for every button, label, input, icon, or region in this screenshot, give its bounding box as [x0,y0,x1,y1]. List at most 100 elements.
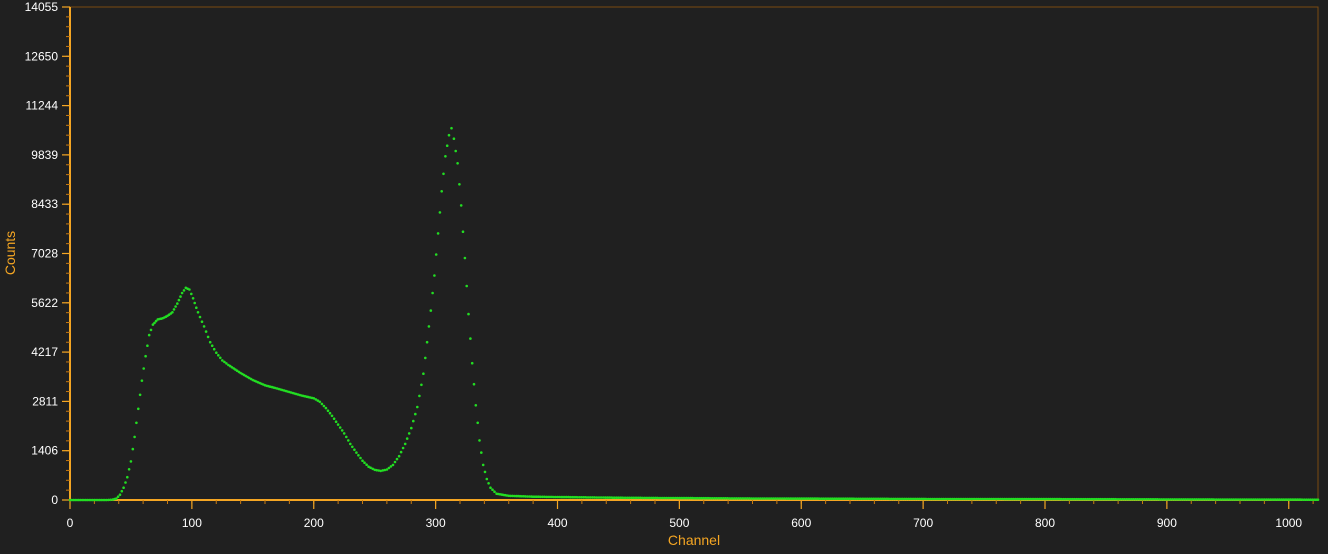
data-point [223,360,226,364]
data-point [997,497,1001,501]
data-point [1065,497,1069,501]
x-tick-label: 700 [913,516,933,530]
data-point [212,347,216,351]
data-point [442,172,445,176]
data-point [842,497,845,501]
data-point [596,496,600,499]
data-point [918,497,921,501]
y-tick-label: 4217 [31,345,58,359]
data-point [582,496,585,499]
data-point [1149,498,1152,501]
data-point [1276,498,1279,501]
data-point [953,497,956,501]
data-point [1198,498,1202,501]
x-axis: 0 100 200 300 400 500 600 700 800 900 1000 [67,499,1318,530]
data-point [180,291,184,295]
data-point [320,402,324,406]
data-point [846,497,849,501]
data-point [942,497,945,501]
data-point [1156,498,1159,501]
data-point [955,497,958,501]
data-point [849,497,853,501]
data-point [591,496,594,499]
data-point [338,426,342,429]
data-point [790,497,794,500]
data-point [391,463,395,467]
data-point [1259,498,1263,501]
data-point [330,414,334,418]
data-point [1073,497,1076,501]
data-point [115,497,118,500]
data-point [221,359,224,362]
data-point [1023,497,1026,501]
data-point [86,498,89,502]
data-point [539,495,542,499]
data-point [944,497,947,501]
data-point [827,497,831,501]
data-point [903,497,906,501]
data-point [969,497,973,501]
data-point [1222,498,1226,501]
data-point [345,435,348,439]
data-point [420,383,423,387]
data-point [429,309,433,312]
data-point [1163,498,1167,501]
data-point [142,367,145,370]
data-point [326,409,330,413]
data-point [986,497,990,501]
data-point [414,412,417,416]
data-point [1202,498,1206,501]
data-point [672,496,676,500]
data-point [387,466,391,470]
data-point [977,497,980,501]
data-point [177,298,181,302]
data-point [796,497,799,500]
data-point [772,497,775,500]
data-point [619,496,622,500]
data-point [1034,497,1038,501]
data-point [1126,498,1130,501]
data-point [589,496,592,499]
data-point [1305,498,1308,502]
data-point [1158,498,1161,501]
data-point [1173,498,1176,501]
data-point [543,495,546,499]
data-point [1281,498,1285,501]
data-point [595,496,598,499]
data-point [401,446,405,450]
data-point [1316,498,1320,502]
data-point [1008,497,1012,501]
plot-area[interactable] [69,6,1319,501]
data-point [219,356,222,360]
data-point [1089,497,1093,501]
data-point [172,308,176,311]
data-point [829,497,833,501]
data-point [960,497,964,501]
data-point [884,497,888,501]
data-point [561,495,565,499]
data-point [1088,497,1091,501]
data-point [624,496,628,500]
data-point [193,301,196,305]
data-point [606,496,609,499]
data-point [1171,498,1174,501]
data-point [556,495,559,499]
data-point [611,496,615,500]
data-point [659,496,663,500]
data-point [1082,497,1086,501]
data-point [200,320,204,324]
y-tick-label: 0 [51,493,58,507]
data-point [934,497,938,501]
data-point [105,498,108,502]
data-point [1197,498,1200,501]
data-point [395,457,399,461]
data-point [1309,498,1312,502]
data-point [198,315,202,319]
data-point [1069,497,1073,501]
data-point [208,340,212,344]
data-point [126,475,129,479]
data-point [1104,497,1108,501]
data-point [698,496,701,500]
